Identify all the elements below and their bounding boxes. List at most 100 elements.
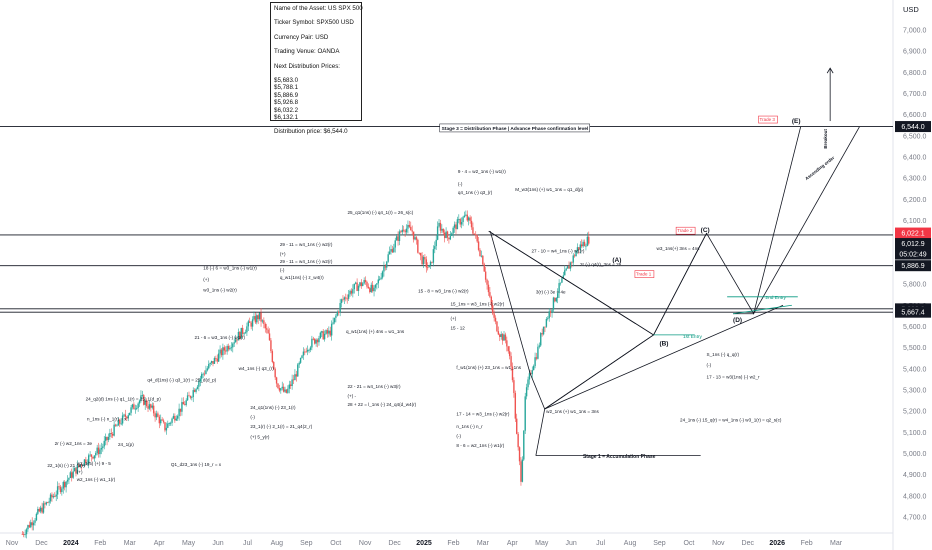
candle-body	[531, 370, 533, 375]
candle-body	[415, 237, 418, 240]
candle-body	[377, 279, 379, 284]
price-4: $5,926.8	[274, 99, 299, 107]
candle-body	[309, 347, 312, 350]
candle-body	[425, 259, 428, 268]
annotation-note: q4_d(1ns) (-) q3_1(r) = 25_d(d_p)	[147, 377, 216, 382]
forecast-line	[753, 126, 860, 314]
candle-body	[110, 433, 112, 434]
candle-body	[66, 479, 69, 482]
candle-body	[362, 283, 364, 287]
candle-body	[304, 351, 306, 353]
candle-body	[176, 416, 179, 419]
x-tick-label: Mar	[477, 540, 490, 547]
candle-body	[565, 268, 567, 271]
candle-body	[545, 318, 548, 327]
candle-body	[28, 525, 31, 528]
annotation-note: 24_1(p)	[118, 442, 134, 447]
candle-body	[384, 266, 387, 268]
candle-body	[202, 373, 204, 375]
candle-body	[85, 459, 87, 464]
candle-body	[175, 418, 177, 421]
candle-body	[429, 261, 432, 266]
candle-body	[508, 351, 511, 357]
candle-body	[571, 262, 573, 264]
candle-body	[480, 255, 483, 257]
candle-body	[42, 503, 45, 513]
y-tick-label: 4,700.0	[903, 515, 926, 522]
candle-body	[167, 423, 169, 428]
candle-body	[34, 520, 36, 523]
candle-body	[49, 494, 52, 502]
candle-body	[282, 386, 285, 392]
candle-body	[568, 266, 570, 269]
annotation-note: (+) -	[348, 393, 357, 398]
candle-body	[325, 330, 327, 334]
candle-body	[328, 330, 330, 334]
x-tick-label: Sep	[653, 540, 666, 547]
candle-body	[229, 347, 231, 350]
candle-body	[523, 430, 525, 460]
candle-body	[121, 415, 124, 424]
annotation-note: (+)	[451, 316, 457, 321]
candle-body	[319, 332, 322, 339]
candle-body	[566, 266, 569, 269]
candle-body	[538, 345, 541, 347]
y-tick-label: 6,900.0	[903, 49, 926, 56]
candle-body	[338, 311, 340, 313]
candle-body	[583, 241, 586, 247]
candle-body	[52, 496, 55, 498]
x-tick-label: Apr	[507, 540, 519, 547]
annotation-note: 22_1(s) (-) 21_1(r)	[47, 463, 85, 468]
candle-body	[32, 522, 35, 526]
candle-body	[452, 227, 454, 234]
candle-body	[438, 222, 440, 227]
x-tick-label: Sep	[300, 540, 313, 547]
candle-body	[472, 227, 474, 234]
candle-body	[312, 338, 315, 340]
candle-body	[120, 423, 122, 425]
candle-body	[559, 282, 562, 284]
candle-body	[58, 486, 60, 488]
annotation-note: (+) 5_y(r)	[250, 435, 269, 440]
annotation-note: q_w1(1ns) (+) 4ns = w1_1ns	[346, 329, 405, 334]
price-6: $6,132.1	[274, 114, 299, 122]
candle-body	[520, 461, 522, 482]
annotation-note: 27 - 10 = w4_1ns (-) w1(r)	[531, 248, 584, 253]
annotation-note: 28 + 22 = l_1ns (-) 24_q4(d_w4(r)	[348, 402, 417, 407]
candle-body	[359, 282, 361, 286]
candle-body	[417, 239, 419, 253]
candle-body	[47, 502, 49, 504]
candle-body	[116, 425, 118, 427]
candle-body	[347, 294, 350, 299]
candle-body	[302, 351, 305, 356]
candle-body	[215, 358, 217, 359]
annotation-note: 21 - 6 = w3_1ns (-) w1(r)	[194, 335, 245, 340]
candle-body	[507, 346, 509, 352]
candle-body	[576, 247, 579, 252]
candle-body	[212, 361, 214, 364]
candle-body	[21, 533, 24, 535]
breakout-label: Breakout	[823, 129, 828, 149]
candle-body	[446, 231, 449, 238]
candle-body	[391, 249, 394, 253]
candle-body	[24, 534, 26, 536]
candle-body	[364, 279, 367, 283]
candle-body	[561, 278, 563, 283]
candle-body	[306, 349, 309, 352]
annotation-note: 17 - 13 = w3(1ns) (-) w2_r	[707, 374, 760, 379]
candle-body	[240, 327, 242, 339]
candle-body	[278, 388, 281, 391]
candle-body	[59, 486, 62, 493]
candle-body	[97, 447, 100, 455]
annotation-note: 25_q1(1ns) (-) q4_1(r) = 26_s(c)	[348, 210, 414, 215]
candle-body	[547, 318, 549, 320]
y-tick-label: 5,800.0	[903, 282, 926, 289]
candle-body	[381, 271, 384, 278]
candle-body	[363, 279, 365, 284]
candle-body	[128, 412, 131, 416]
y-tick-label: 6,100.0	[903, 218, 926, 225]
candle-body	[321, 331, 323, 333]
candle-body	[342, 299, 344, 301]
candle-body	[378, 278, 381, 280]
